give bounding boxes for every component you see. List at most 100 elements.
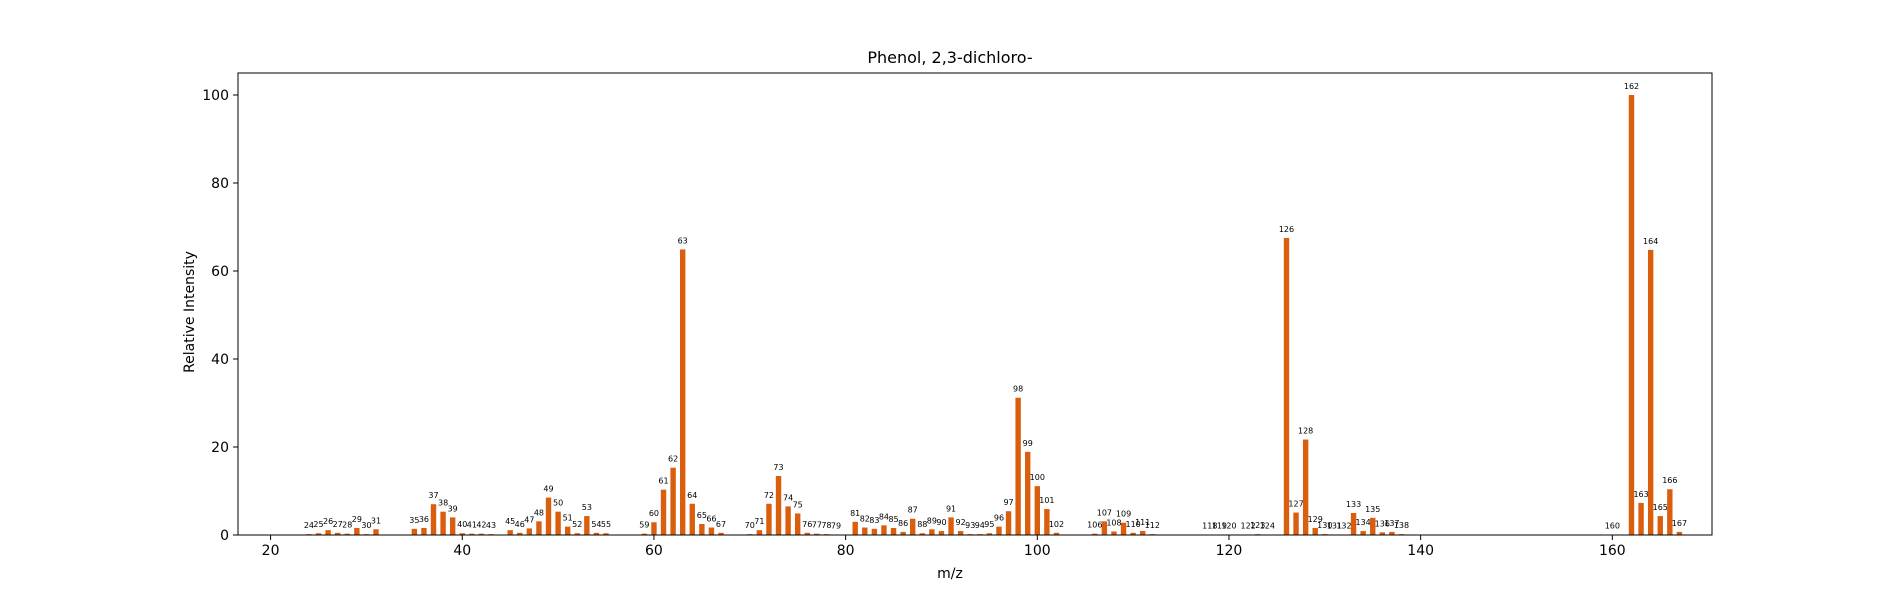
bar-mz-36	[421, 528, 426, 535]
peak-label-62: 62	[668, 455, 678, 464]
peak-label-55: 55	[601, 520, 611, 529]
peak-label-166: 166	[1662, 476, 1677, 485]
x-tick-label-80: 80	[837, 543, 855, 559]
peak-label-86: 86	[898, 519, 908, 528]
peak-label-71: 71	[754, 517, 764, 526]
bar-mz-63	[680, 249, 685, 535]
peak-label-102: 102	[1049, 520, 1064, 529]
peak-label-109: 109	[1116, 510, 1131, 519]
y-axis-label: Relative Intensity	[182, 251, 198, 373]
bar-mz-26	[325, 530, 330, 535]
peak-label-126: 126	[1279, 225, 1294, 234]
peak-label-60: 60	[649, 509, 659, 518]
x-axis-label: m/z	[937, 566, 963, 582]
bar-mz-126	[1284, 238, 1289, 535]
peak-label-91: 91	[946, 504, 956, 513]
x-tick-label-60: 60	[645, 543, 663, 559]
peak-label-79: 79	[831, 522, 841, 531]
peak-label-163: 163	[1633, 490, 1648, 499]
peak-label-52: 52	[572, 520, 582, 529]
peak-label-127: 127	[1288, 500, 1303, 509]
peak-label-59: 59	[639, 521, 649, 530]
peak-label-128: 128	[1298, 427, 1313, 436]
bar-mz-91	[948, 517, 953, 535]
bar-mz-92	[958, 531, 963, 535]
bar-mz-81	[853, 522, 858, 535]
peak-label-107: 107	[1097, 508, 1112, 517]
peak-label-108: 108	[1106, 518, 1121, 527]
bar-mz-47	[527, 528, 532, 535]
peak-label-167: 167	[1672, 519, 1687, 528]
bar-mz-83	[872, 529, 877, 535]
peak-label-73: 73	[773, 463, 783, 472]
peak-label-101: 101	[1039, 496, 1054, 505]
bar-mz-162	[1629, 95, 1634, 535]
bar-mz-61	[661, 490, 666, 535]
bar-mz-87	[910, 519, 915, 535]
bar-mz-127	[1293, 513, 1298, 535]
peak-label-64: 64	[687, 491, 697, 500]
bar-mz-38	[440, 512, 445, 535]
bar-mz-65	[699, 524, 704, 535]
bar-mz-71	[757, 530, 762, 535]
bar-mz-64	[690, 504, 695, 535]
peak-label-164: 164	[1643, 237, 1658, 246]
peak-label-112: 112	[1145, 521, 1160, 530]
bar-mz-166	[1667, 489, 1672, 535]
bar-mz-96	[996, 527, 1001, 535]
bar-mz-66	[709, 528, 714, 535]
peak-label-61: 61	[658, 477, 668, 486]
peak-label-90: 90	[936, 518, 946, 527]
peak-label-72: 72	[764, 491, 774, 500]
bar-mz-74	[785, 506, 790, 535]
peak-label-53: 53	[582, 503, 592, 512]
bar-mz-108	[1111, 531, 1116, 535]
bar-mz-163	[1638, 503, 1643, 535]
peak-label-87: 87	[908, 506, 918, 515]
bar-mz-89	[929, 529, 934, 535]
x-tick-label-20: 20	[262, 543, 280, 559]
bar-mz-31	[373, 529, 378, 535]
x-tick-label-100: 100	[1024, 543, 1051, 559]
bar-mz-84	[881, 525, 886, 535]
peak-label-138: 138	[1394, 521, 1409, 530]
bar-mz-51	[565, 527, 570, 535]
y-tick-label-80: 80	[211, 176, 229, 192]
bar-mz-134	[1360, 531, 1365, 535]
bar-mz-98	[1015, 398, 1020, 535]
peak-label-49: 49	[543, 485, 553, 494]
bar-mz-85	[891, 528, 896, 535]
peak-label-124: 124	[1260, 522, 1275, 531]
bar-mz-53	[584, 516, 589, 535]
peak-label-120: 120	[1221, 522, 1236, 531]
peak-label-162: 162	[1624, 82, 1639, 91]
bar-mz-45	[507, 530, 512, 535]
bar-mz-165	[1658, 516, 1663, 535]
peak-label-63: 63	[678, 236, 688, 245]
bar-mz-48	[536, 521, 541, 535]
chart-title: Phenol, 2,3-dichloro-	[867, 48, 1032, 67]
peak-label-31: 31	[371, 516, 381, 525]
x-tick-label-160: 160	[1599, 543, 1626, 559]
bar-mz-75	[795, 513, 800, 535]
x-tick-label-140: 140	[1407, 543, 1434, 559]
bar-mz-164	[1648, 250, 1653, 535]
bar-mz-49	[546, 498, 551, 535]
peak-label-99: 99	[1023, 439, 1033, 448]
bar-mz-35	[412, 529, 417, 535]
y-tick-label-60: 60	[211, 264, 229, 280]
bar-mz-82	[862, 528, 867, 535]
peak-label-43: 43	[486, 521, 496, 530]
peak-label-96: 96	[994, 514, 1004, 523]
peak-label-97: 97	[1003, 498, 1013, 507]
bar-mz-90	[939, 531, 944, 535]
bar-mz-39	[450, 517, 455, 535]
peak-label-48: 48	[534, 508, 544, 517]
y-tick-label-0: 0	[220, 528, 229, 544]
peak-label-50: 50	[553, 499, 563, 508]
bar-mz-99	[1025, 452, 1030, 535]
y-tick-label-100: 100	[202, 88, 229, 104]
y-tick-label-20: 20	[211, 440, 229, 456]
